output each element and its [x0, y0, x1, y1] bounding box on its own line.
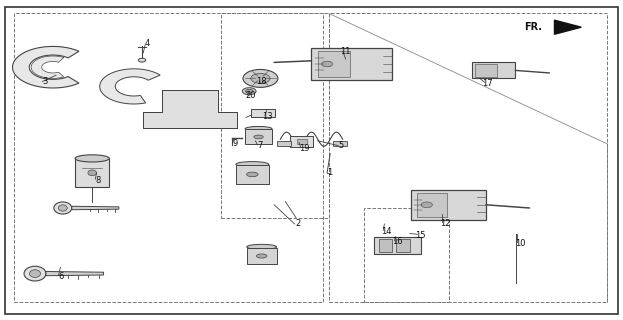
Bar — [374, 237, 421, 254]
Bar — [329, 13, 607, 302]
Bar — [14, 13, 323, 302]
Text: 14: 14 — [381, 228, 391, 236]
Bar — [251, 109, 275, 117]
Text: 13: 13 — [262, 112, 273, 121]
Text: 12: 12 — [440, 220, 450, 228]
Ellipse shape — [321, 61, 333, 67]
Text: 17: 17 — [482, 79, 493, 88]
Bar — [475, 64, 497, 77]
Ellipse shape — [243, 69, 278, 87]
Text: 3: 3 — [42, 77, 47, 86]
Polygon shape — [72, 206, 119, 210]
Ellipse shape — [75, 155, 110, 162]
Text: 9: 9 — [233, 140, 238, 148]
Bar — [221, 13, 329, 218]
Ellipse shape — [138, 58, 146, 62]
Text: 5: 5 — [339, 141, 344, 150]
Bar — [297, 139, 307, 144]
Text: 8: 8 — [96, 176, 101, 185]
Bar — [312, 48, 392, 80]
Bar — [277, 141, 291, 146]
Polygon shape — [31, 56, 64, 78]
Text: 20: 20 — [245, 92, 255, 100]
Ellipse shape — [59, 205, 67, 211]
Text: 7: 7 — [258, 141, 263, 150]
Ellipse shape — [24, 266, 46, 281]
Text: 19: 19 — [299, 144, 309, 153]
Bar — [417, 193, 447, 217]
Text: 16: 16 — [392, 237, 403, 246]
Text: 4: 4 — [145, 39, 150, 48]
Bar — [379, 239, 392, 252]
Ellipse shape — [421, 202, 432, 208]
Ellipse shape — [29, 270, 40, 277]
Bar — [364, 208, 449, 302]
Text: 18: 18 — [256, 77, 267, 86]
Ellipse shape — [245, 126, 272, 131]
Text: 10: 10 — [515, 239, 525, 248]
Ellipse shape — [236, 162, 269, 167]
Bar — [472, 62, 515, 78]
Ellipse shape — [88, 170, 97, 176]
Polygon shape — [46, 271, 103, 276]
Bar — [318, 51, 350, 77]
Bar — [290, 136, 313, 147]
Text: 11: 11 — [341, 47, 351, 56]
Text: 6: 6 — [59, 272, 64, 281]
Text: 2: 2 — [295, 220, 300, 228]
Polygon shape — [12, 46, 79, 88]
Ellipse shape — [251, 74, 270, 83]
Polygon shape — [143, 90, 237, 128]
Polygon shape — [100, 69, 160, 104]
Text: 15: 15 — [416, 231, 426, 240]
Ellipse shape — [247, 172, 258, 177]
Bar — [411, 189, 486, 220]
Ellipse shape — [257, 254, 267, 258]
Bar — [75, 158, 110, 187]
Ellipse shape — [54, 202, 72, 214]
Ellipse shape — [247, 244, 277, 249]
Text: 1: 1 — [328, 168, 333, 177]
Polygon shape — [554, 20, 581, 34]
Text: FR.: FR. — [524, 22, 542, 32]
Ellipse shape — [254, 135, 264, 139]
Bar — [396, 239, 410, 252]
Bar — [245, 130, 272, 144]
Bar — [236, 165, 269, 184]
Ellipse shape — [245, 89, 253, 93]
Bar — [333, 141, 347, 146]
Bar — [247, 248, 277, 264]
Ellipse shape — [242, 88, 256, 95]
